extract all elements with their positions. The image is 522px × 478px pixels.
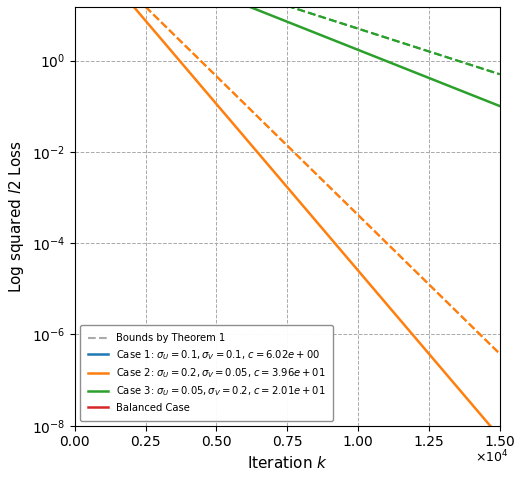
- Case 2: $\sigma_U = 0.2,\sigma_V = 0.05$, $c = 3.96e+01$: (1.2e+04, 9.28e-07): $\sigma_U = 0.2,\sigma_V = 0.05$, $c = 3…: [411, 333, 417, 339]
- Legend: Bounds by Theorem 1, Case 1: $\sigma_U = 0.1,\sigma_V = 0.1$, $c = 6.02e+00$, Ca: Bounds by Theorem 1, Case 1: $\sigma_U =…: [80, 326, 334, 421]
- Text: $\times10^4$: $\times10^4$: [474, 449, 508, 466]
- Case 3: $\sigma_U = 0.05,\sigma_V = 0.2$, $c = 2.01e+01$: (1.03e+04, 1.45): $\sigma_U = 0.05,\sigma_V = 0.2$, $c = 2…: [363, 50, 370, 56]
- Y-axis label: Log squared $l2$ Loss: Log squared $l2$ Loss: [7, 140, 26, 293]
- Case 3: $\sigma_U = 0.05,\sigma_V = 0.2$, $c = 2.01e+01$: (1.2e+04, 0.565): $\sigma_U = 0.05,\sigma_V = 0.2$, $c = 2…: [411, 69, 417, 75]
- Case 2: $\sigma_U = 0.2,\sigma_V = 0.05$, $c = 3.96e+01$: (6.61e+03, 0.00756): $\sigma_U = 0.2,\sigma_V = 0.05$, $c = 3…: [259, 154, 265, 160]
- Line: Case 3: $\sigma_U = 0.05,\sigma_V = 0.2$, $c = 2.01e+01$: Case 3: $\sigma_U = 0.05,\sigma_V = 0.2$…: [75, 0, 500, 106]
- Case 3: $\sigma_U = 0.05,\sigma_V = 0.2$, $c = 2.01e+01$: (6.07e+03, 16): $\sigma_U = 0.05,\sigma_V = 0.2$, $c = 2…: [243, 3, 250, 9]
- Case 2: $\sigma_U = 0.2,\sigma_V = 0.05$, $c = 3.96e+01$: (1.17e+04, 1.46e-06): $\sigma_U = 0.2,\sigma_V = 0.05$, $c = 3…: [403, 324, 409, 330]
- Case 2: $\sigma_U = 0.2,\sigma_V = 0.05$, $c = 3.96e+01$: (6.07e+03, 0.0188): $\sigma_U = 0.2,\sigma_V = 0.05$, $c = 3…: [243, 137, 250, 142]
- X-axis label: Iteration $k$: Iteration $k$: [247, 455, 328, 471]
- Case 3: $\sigma_U = 0.05,\sigma_V = 0.2$, $c = 2.01e+01$: (6.61e+03, 11.8): $\sigma_U = 0.05,\sigma_V = 0.2$, $c = 2…: [259, 9, 265, 14]
- Line: Case 2: $\sigma_U = 0.2,\sigma_V = 0.05$, $c = 3.96e+01$: Case 2: $\sigma_U = 0.2,\sigma_V = 0.05$…: [75, 0, 500, 437]
- Case 2: $\sigma_U = 0.2,\sigma_V = 0.05$, $c = 3.96e+01$: (1.5e+04, 5.69e-09): $\sigma_U = 0.2,\sigma_V = 0.05$, $c = 3…: [496, 434, 503, 440]
- Case 2: $\sigma_U = 0.2,\sigma_V = 0.05$, $c = 3.96e+01$: (1.03e+04, 1.53e-05): $\sigma_U = 0.2,\sigma_V = 0.05$, $c = 3…: [363, 278, 370, 283]
- Case 3: $\sigma_U = 0.05,\sigma_V = 0.2$, $c = 2.01e+01$: (1.17e+04, 0.659): $\sigma_U = 0.05,\sigma_V = 0.2$, $c = 2…: [403, 66, 409, 72]
- Case 3: $\sigma_U = 0.05,\sigma_V = 0.2$, $c = 2.01e+01$: (1.5e+04, 0.101): $\sigma_U = 0.05,\sigma_V = 0.2$, $c = 2…: [496, 103, 503, 109]
